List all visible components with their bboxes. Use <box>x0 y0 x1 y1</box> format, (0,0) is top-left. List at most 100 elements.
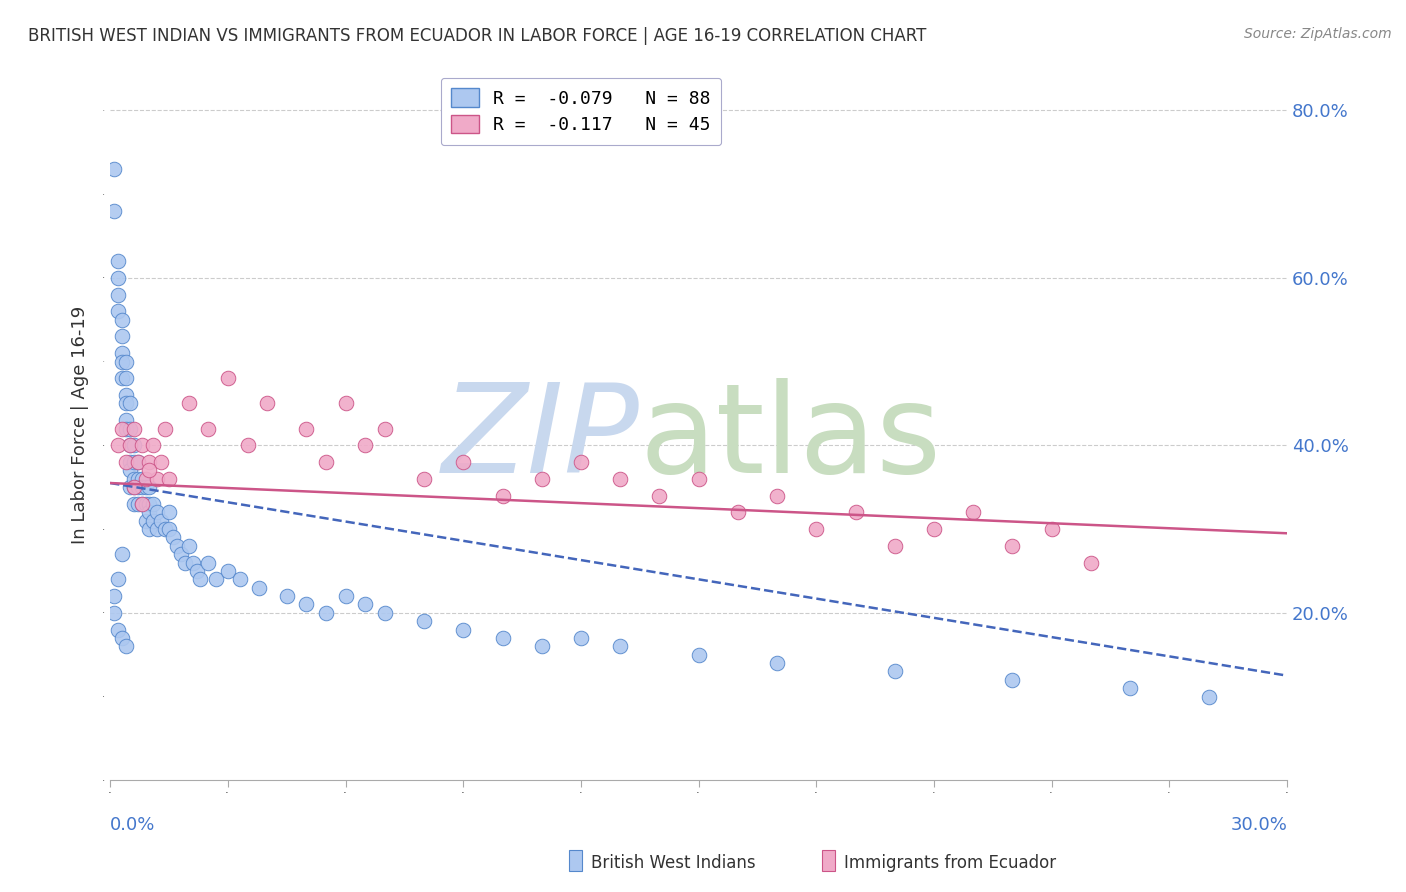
Point <box>122 422 145 436</box>
Point <box>103 203 125 218</box>
Point <box>127 480 149 494</box>
Point <box>138 505 160 519</box>
Point <box>107 623 129 637</box>
Point <box>453 623 475 637</box>
Point <box>122 480 145 494</box>
Point <box>295 598 318 612</box>
Point <box>111 329 134 343</box>
Point <box>150 514 173 528</box>
Point <box>111 631 134 645</box>
Y-axis label: In Labor Force | Age 16-19: In Labor Force | Age 16-19 <box>72 305 89 543</box>
Point <box>766 656 789 670</box>
Point <box>135 497 157 511</box>
Point <box>150 455 173 469</box>
Point <box>453 455 475 469</box>
Point <box>127 455 149 469</box>
Point <box>122 480 145 494</box>
Point <box>146 505 169 519</box>
Point <box>197 422 219 436</box>
Point <box>962 505 984 519</box>
Point <box>276 589 298 603</box>
Point <box>190 572 212 586</box>
Point <box>138 463 160 477</box>
Point <box>648 489 671 503</box>
Point <box>315 455 337 469</box>
Point <box>186 564 208 578</box>
Text: 30.0%: 30.0% <box>1230 816 1286 834</box>
Point <box>806 522 828 536</box>
Point <box>111 312 134 326</box>
Point <box>107 271 129 285</box>
Point <box>118 438 141 452</box>
Point <box>247 581 270 595</box>
Point <box>122 438 145 452</box>
Point <box>413 472 436 486</box>
Point <box>883 665 905 679</box>
Text: atlas: atlas <box>640 378 942 500</box>
Point <box>157 505 180 519</box>
Point <box>688 648 710 662</box>
Point <box>569 455 592 469</box>
Point <box>569 631 592 645</box>
Point <box>107 572 129 586</box>
Point <box>688 472 710 486</box>
Point <box>118 422 141 436</box>
Point <box>181 556 204 570</box>
Point <box>530 640 553 654</box>
Point <box>157 472 180 486</box>
Point <box>111 547 134 561</box>
Point <box>142 497 165 511</box>
Legend: R =  -0.079   N = 88, R =  -0.117   N = 45: R = -0.079 N = 88, R = -0.117 N = 45 <box>440 78 721 145</box>
Point <box>374 606 396 620</box>
Point <box>609 640 631 654</box>
Point <box>131 438 153 452</box>
Point <box>374 422 396 436</box>
Point <box>127 497 149 511</box>
Point <box>491 489 513 503</box>
Point <box>228 572 250 586</box>
Point <box>115 371 138 385</box>
Point <box>162 531 184 545</box>
Point <box>530 472 553 486</box>
Point <box>766 489 789 503</box>
Point <box>236 438 259 452</box>
Point <box>135 480 157 494</box>
Point <box>354 438 377 452</box>
Point <box>118 455 141 469</box>
Text: British West Indians: British West Indians <box>591 855 755 872</box>
Point <box>103 606 125 620</box>
Point <box>153 522 176 536</box>
Point <box>883 539 905 553</box>
Point <box>135 472 157 486</box>
Point <box>205 572 228 586</box>
Point <box>315 606 337 620</box>
Text: BRITISH WEST INDIAN VS IMMIGRANTS FROM ECUADOR IN LABOR FORCE | AGE 16-19 CORREL: BRITISH WEST INDIAN VS IMMIGRANTS FROM E… <box>28 27 927 45</box>
Point <box>335 396 357 410</box>
Point <box>413 614 436 628</box>
Point <box>1119 681 1142 696</box>
Point <box>115 354 138 368</box>
Point <box>111 371 134 385</box>
Point <box>335 589 357 603</box>
Point <box>170 547 193 561</box>
Point <box>1001 539 1024 553</box>
Point <box>131 497 153 511</box>
Text: 0.0%: 0.0% <box>110 816 156 834</box>
Point <box>115 640 138 654</box>
Point <box>131 480 153 494</box>
Point <box>115 422 138 436</box>
Point <box>217 371 239 385</box>
Point <box>295 422 318 436</box>
Point <box>118 463 141 477</box>
Point <box>609 472 631 486</box>
Point <box>354 598 377 612</box>
Text: Source: ZipAtlas.com: Source: ZipAtlas.com <box>1244 27 1392 41</box>
Point <box>138 455 160 469</box>
Point <box>727 505 749 519</box>
Point <box>166 539 188 553</box>
Point <box>217 564 239 578</box>
Point <box>1198 690 1220 704</box>
Point <box>197 556 219 570</box>
Point <box>122 472 145 486</box>
Point <box>115 396 138 410</box>
